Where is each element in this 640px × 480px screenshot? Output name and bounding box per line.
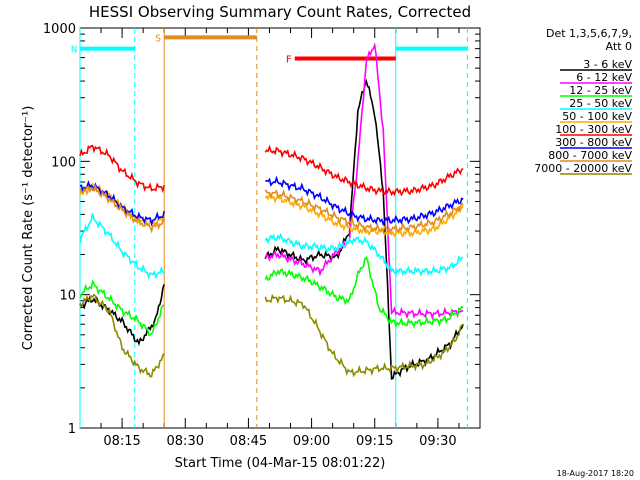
flag-bar-label: N (71, 45, 77, 56)
legend-label: 800 - 7000 keV (548, 149, 632, 162)
flag-bar-label: F (286, 55, 292, 66)
x-tick-label: 08:15 (103, 434, 140, 449)
flag-bar-label: S (155, 33, 161, 44)
legend-label: 50 - 100 keV (562, 110, 632, 123)
legend-label: 7000 - 20000 keV (534, 162, 632, 175)
y-tick-label: 1000 (43, 22, 76, 37)
legend-label: 3 - 6 keV (583, 58, 632, 71)
legend-label: 25 - 50 keV (569, 97, 632, 110)
y-axis-label: Corrected Count Rate (s⁻¹ detector⁻¹) (21, 106, 36, 351)
y-tick-label: 1 (68, 422, 76, 437)
series-line-3 (79, 213, 464, 280)
legend-label: 100 - 300 keV (555, 123, 632, 136)
x-tick-label: 08:45 (230, 434, 267, 449)
legend-label: 6 - 12 keV (576, 71, 632, 84)
chart-title: HESSI Observing Summary Count Rates, Cor… (89, 3, 471, 21)
x-axis-label: Start Time (04-Mar-15 08:01:22) (175, 456, 386, 471)
series-line-7 (79, 184, 464, 236)
series-line-8 (79, 293, 464, 378)
x-tick-label: 09:30 (419, 434, 456, 449)
legend-header-line-1: Det 1,3,5,6,7,9, (546, 27, 632, 40)
y-tick-label: 100 (51, 155, 76, 170)
series-line-5 (79, 144, 464, 197)
legend-label: 300 - 800 keV (555, 136, 632, 149)
x-tick-label: 09:00 (293, 434, 330, 449)
plot-frame (79, 27, 481, 429)
plot-area: 1 10 100 1000 08:15 08:30 08:45 09:00 09:15 09:30… (43, 22, 481, 449)
legend-label: 12 - 25 keV (569, 84, 632, 97)
x-tick-label: 08:30 (167, 434, 204, 449)
series-line-1 (264, 42, 464, 321)
y-tick-label: 10 (59, 289, 76, 304)
x-tick-label: 09:15 (356, 434, 393, 449)
legend-header-line-2: Att 0 (606, 40, 632, 53)
series-line-2 (79, 256, 464, 337)
footer-date: 18-Aug-2017 18:20 (557, 469, 634, 478)
